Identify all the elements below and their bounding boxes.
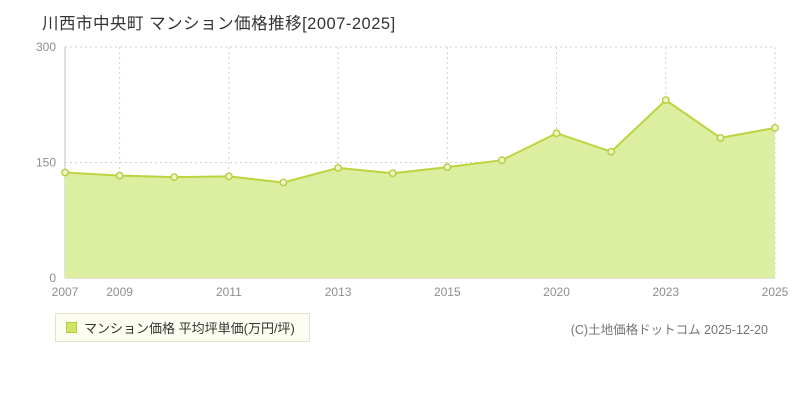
data-point-marker xyxy=(115,171,124,180)
y-tick-label: 0 xyxy=(49,271,56,285)
x-tick-label: 2013 xyxy=(325,285,352,299)
data-point-marker xyxy=(498,156,506,165)
legend-label: マンション価格 平均坪単価(万円/坪) xyxy=(84,321,295,336)
x-tick-label: 2025 xyxy=(762,285,789,299)
y-tick-label: 300 xyxy=(36,40,56,54)
x-tick-label: 2007 xyxy=(52,285,79,299)
data-point-marker xyxy=(607,147,616,156)
x-tick-label: 2020 xyxy=(543,285,570,299)
copyright-text: (C)土地価格ドットコム 2025-12-20 xyxy=(570,323,768,337)
data-point-marker xyxy=(224,172,233,181)
data-point-marker xyxy=(279,178,288,187)
x-tick-label: 2015 xyxy=(434,285,461,299)
data-point-marker xyxy=(771,123,779,132)
chart-title: 川西市中央町 マンション価格推移[2007-2025] xyxy=(42,15,396,33)
area-fill xyxy=(65,100,775,278)
chart-canvas: 0 150 300 2007 2009 2011 2013 2015 2020 2023 2025 xyxy=(36,40,789,299)
legend-swatch-icon xyxy=(66,322,77,333)
data-point-marker xyxy=(61,168,69,177)
data-point-marker xyxy=(661,96,670,105)
y-tick-label: 150 xyxy=(36,156,56,170)
data-point-marker xyxy=(552,129,561,138)
x-tick-label: 2009 xyxy=(106,285,133,299)
data-point-marker xyxy=(443,163,452,172)
price-line xyxy=(64,99,776,184)
data-point-marker xyxy=(334,163,342,172)
data-point-marker xyxy=(170,173,179,182)
price-trend-chart: 0 150 300 2007 2009 2011 2013 2015 2020 2023 2025 xyxy=(0,30,800,310)
x-tick-label: 2023 xyxy=(652,285,679,299)
data-point-marker xyxy=(388,169,397,178)
x-tick-label: 2011 xyxy=(216,285,242,299)
legend: マンション価格 平均坪単価(万円/坪) xyxy=(55,313,310,342)
data-point-marker xyxy=(716,133,725,142)
